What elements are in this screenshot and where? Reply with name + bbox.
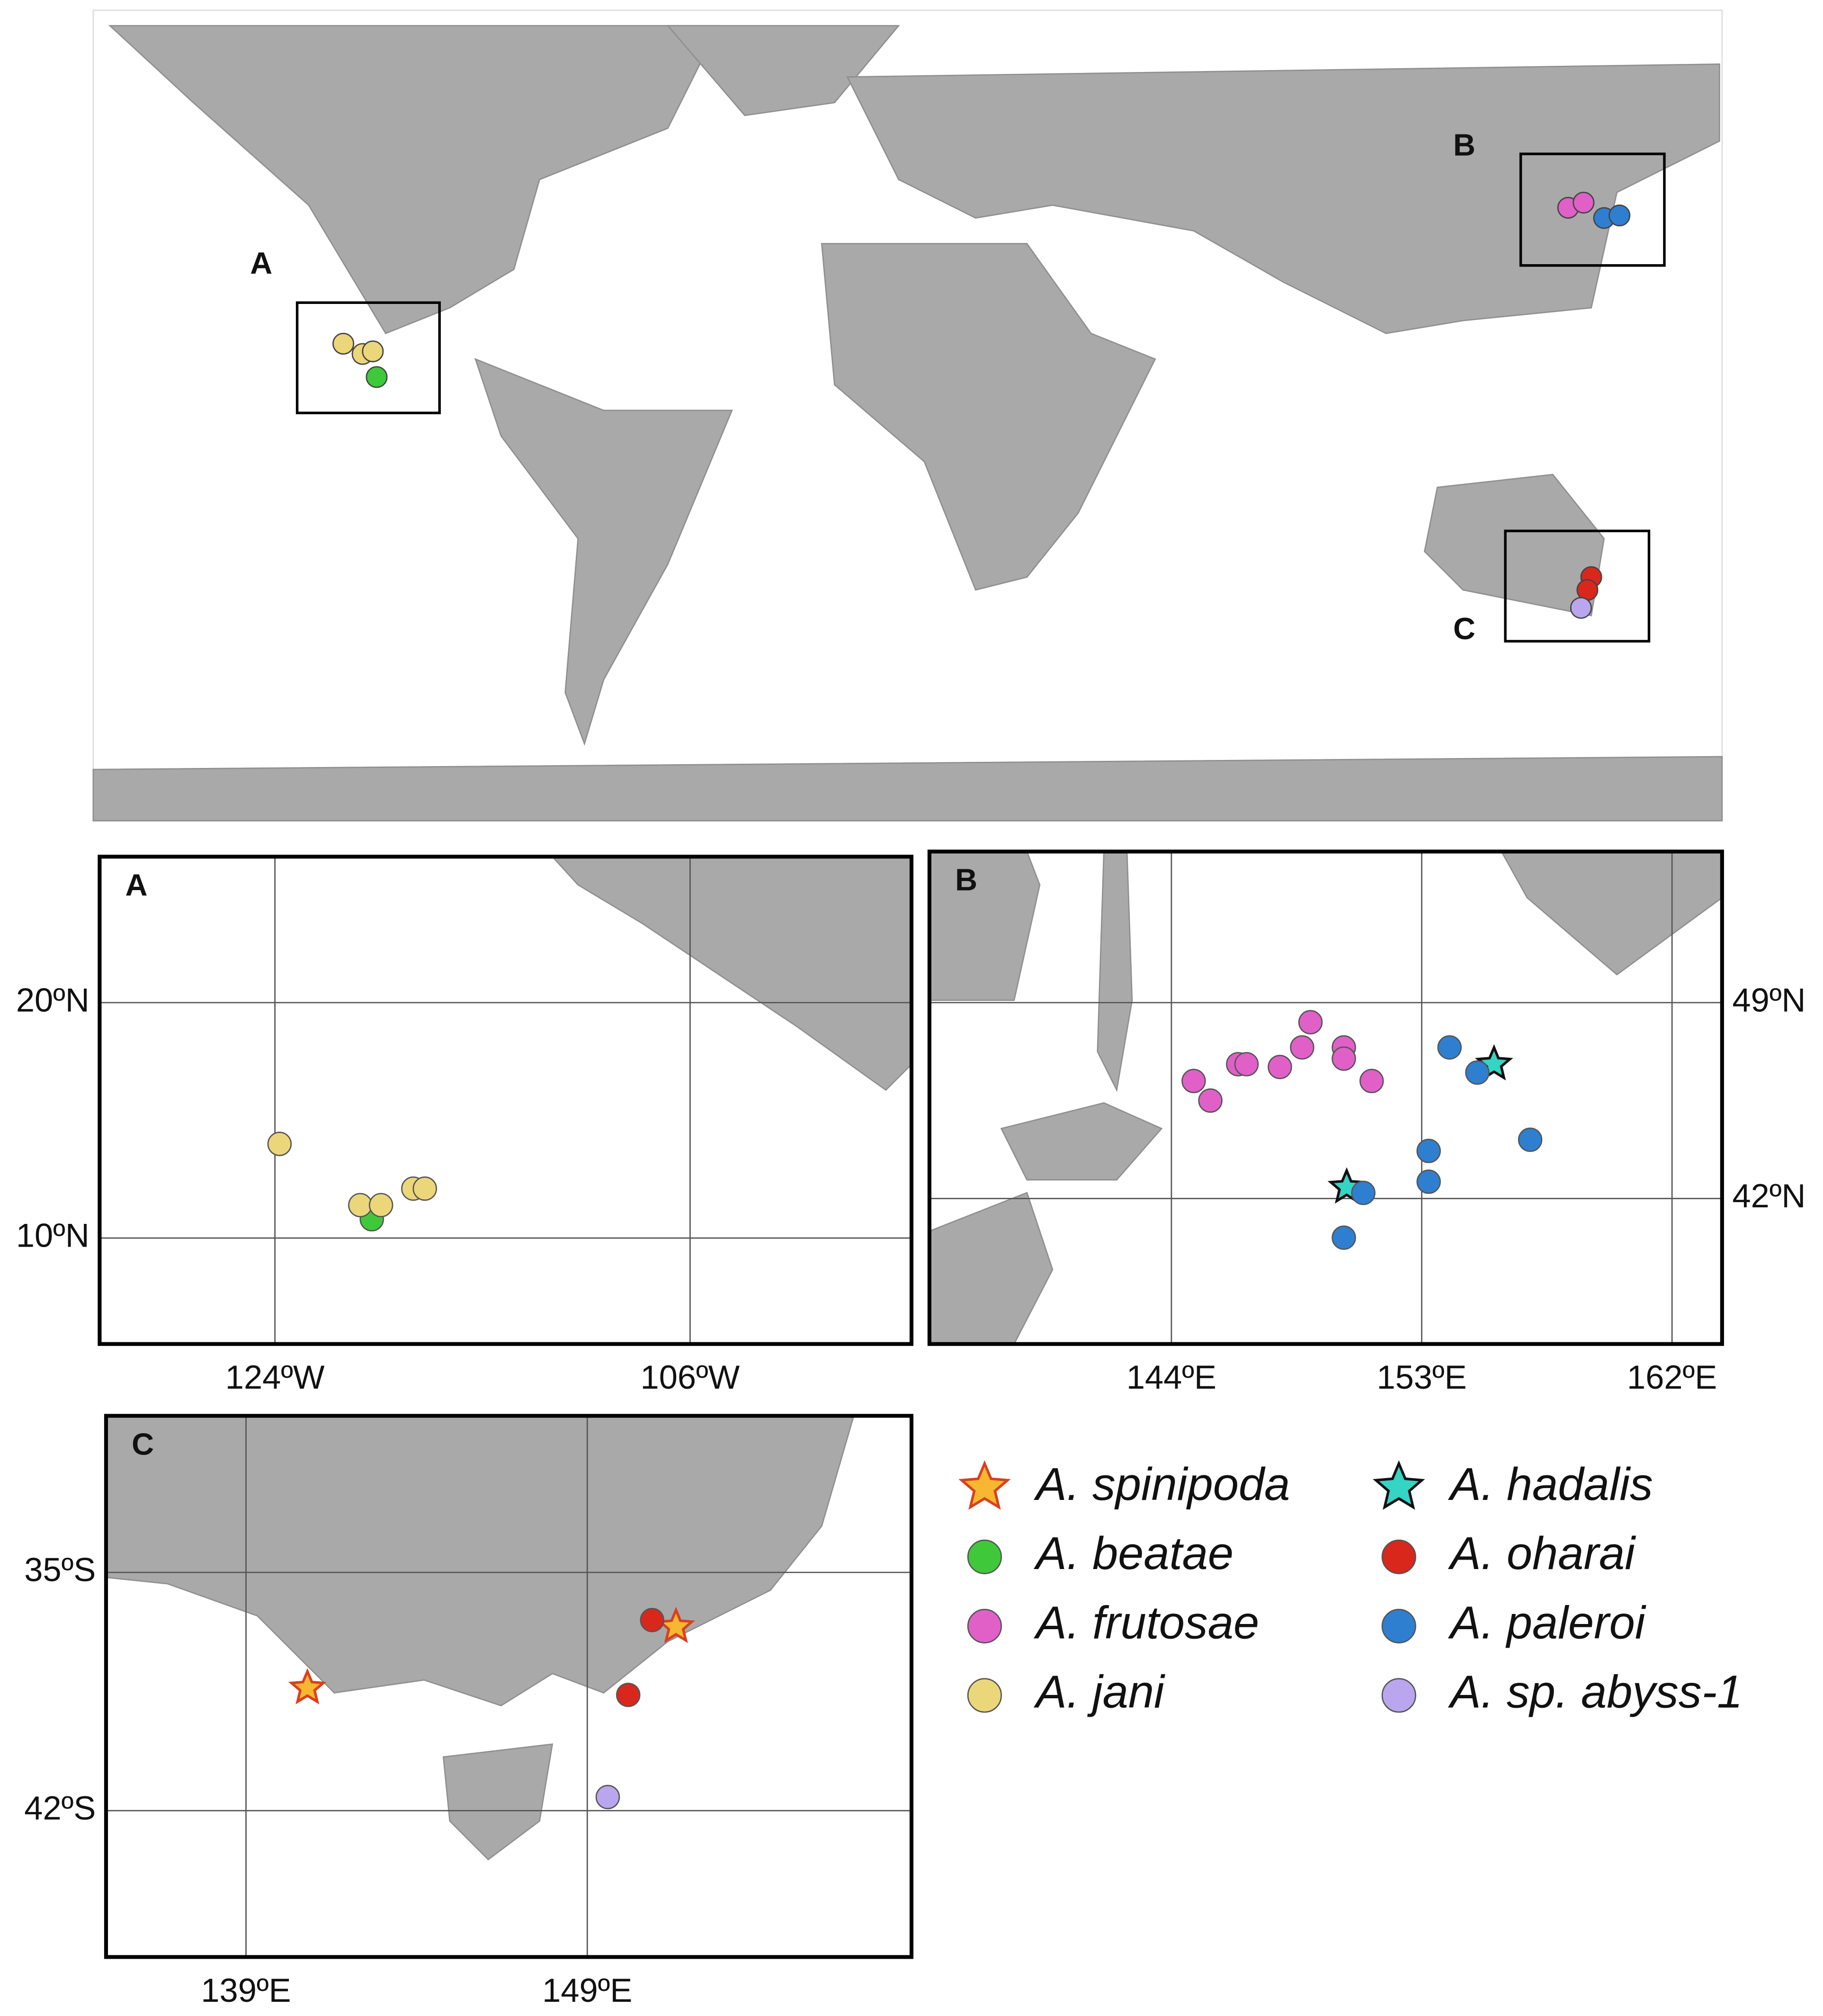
world-map: A B C (92, 9, 1723, 821)
sample-point (1332, 1225, 1356, 1250)
x-tick-label: 162ºE (1627, 1358, 1717, 1396)
x-tick-label: 144ºE (1126, 1358, 1216, 1396)
panel-frame (98, 855, 914, 1346)
legend-marker (1381, 1609, 1416, 1644)
x-tick-label: 106ºW (641, 1358, 740, 1396)
legend-marker (967, 1609, 1002, 1644)
y-tick-label: 20ºN (16, 981, 89, 1018)
panel-label: A (125, 868, 148, 902)
sample-point (368, 1193, 393, 1218)
x-tick-label: 124ºW (225, 1358, 325, 1396)
legend-label: A. spinipoda (1034, 1458, 1290, 1510)
sample-point (412, 1176, 437, 1201)
legend-label: A. oharai (1448, 1527, 1636, 1579)
legend-marker (958, 1460, 1011, 1510)
sample-point (1181, 1069, 1206, 1093)
sample-point (267, 1132, 292, 1156)
legend-label: A. hadalis (1448, 1458, 1653, 1510)
sample-point (1198, 1088, 1223, 1113)
sample-point (1416, 1169, 1441, 1194)
box-label: C (1453, 611, 1475, 646)
sample-point (1359, 1069, 1384, 1093)
panel-label: C (132, 1427, 154, 1462)
x-tick-label: 153ºE (1376, 1358, 1466, 1396)
legend-marker (967, 1539, 1002, 1574)
y-tick-label: 49ºN (1733, 981, 1806, 1018)
sample-point (1416, 1139, 1441, 1163)
sample-point (1518, 1127, 1543, 1152)
sample-point (616, 1683, 641, 1707)
sample-point (1332, 1046, 1356, 1071)
sample-point (595, 1784, 620, 1810)
land-b (929, 851, 1722, 1344)
y-tick-label: 10ºN (16, 1217, 89, 1254)
x-tick-label: 149ºE (542, 1971, 632, 2009)
legend-label: A. jani (1034, 1666, 1165, 1718)
sample-point (1234, 1052, 1259, 1077)
land-c (106, 1416, 855, 1861)
legend-label: A. frutosae (1034, 1597, 1260, 1648)
land-a (551, 856, 912, 1091)
sample-point (288, 1668, 327, 1704)
legend-label: A. sp. abyss-1 (1448, 1666, 1743, 1718)
sample-point (1351, 1180, 1376, 1205)
legend-marker (1381, 1539, 1416, 1574)
panel-frame (927, 849, 1724, 1346)
legend-marker (967, 1678, 1002, 1713)
sample-point (1290, 1035, 1314, 1060)
panels: 124ºW 106ºW 10ºN 20ºN A 144ºE 153ºE 162ºE 42ºN 49… (16, 849, 1806, 2009)
legend-label: A. beatae (1034, 1527, 1233, 1579)
sample-point (1437, 1035, 1462, 1060)
sample-point (1465, 1060, 1490, 1085)
sample-point (640, 1607, 664, 1632)
legend-marker (1381, 1678, 1416, 1713)
panel-frame (104, 1414, 914, 1959)
y-tick-label: 42ºN (1733, 1177, 1806, 1214)
sample-point (1268, 1054, 1292, 1079)
sample-point (348, 1193, 373, 1218)
sample-point (1298, 1010, 1323, 1035)
box-label: B (1453, 128, 1475, 162)
legend-label: A. paleroi (1448, 1597, 1646, 1648)
y-tick-label: 42ºS (24, 1789, 96, 1827)
y-tick-label: 35ºS (24, 1551, 96, 1588)
legend-marker (1373, 1460, 1425, 1510)
panel-label: B (955, 863, 977, 897)
box-label: A (250, 246, 272, 280)
x-tick-label: 139ºE (201, 1971, 291, 2009)
